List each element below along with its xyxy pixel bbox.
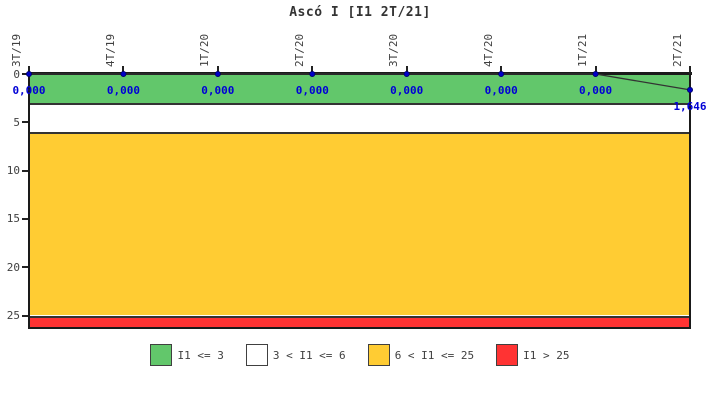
data-point-label: 0,000 [295,84,329,97]
y-tick [22,121,28,124]
plot-area [29,74,690,327]
data-point-label: 0,000 [12,84,46,97]
y-axis-label: 15 [6,212,20,226]
y-axis-label: 25 [6,309,20,322]
x-tick [594,66,597,74]
x-axis-label: 2T/21 [670,33,684,67]
x-axis-top [27,72,692,75]
y-axis-label: 5 [13,115,20,129]
legend: I1 <= 3 3 < I1 <= 6 6 < I1 <= 25 I1 > 25 [0,344,720,366]
x-tick [311,66,314,74]
y-tick [22,314,28,317]
y-tick [22,169,28,172]
y-tick [22,73,28,75]
x-tick [500,66,503,74]
data-point-label: 0,000 [579,84,613,97]
legend-label: 6 < I1 <= 25 [394,348,475,362]
y-axis-label: 0 [13,67,20,81]
legend-label: I1 <= 3 [177,348,224,362]
legend-label: I1 > 25 [523,348,570,362]
x-axis-label: 1T/21 [576,33,590,67]
y-axis-label: 20 [6,260,20,274]
chart-title: Ascó I [I1 2T/21] [289,5,431,20]
x-axis-label: 3T/19 [9,33,23,67]
data-point-label: 0,000 [484,84,518,97]
legend-swatch [496,344,519,366]
data-point-label: 0,000 [201,84,235,97]
legend-item: I1 > 25 [496,344,570,366]
y-axis-label: 10 [6,164,20,178]
y-tick [22,266,28,269]
legend-label: 3 < I1 <= 6 [272,348,346,362]
x-tick [122,66,125,74]
x-tick [689,66,691,74]
legend-item: I1 <= 3 [150,344,224,366]
x-axis-label: 2T/20 [292,33,306,67]
axis-bottom [28,327,691,329]
legend-swatch [150,344,173,366]
legend-swatch [367,344,390,366]
band-3 [29,315,690,327]
x-axis-label: 4T/20 [481,33,495,67]
x-tick [405,66,408,74]
axis-right [689,72,691,329]
data-point-label: 0,000 [106,84,140,97]
x-axis-label: 3T/20 [387,33,401,67]
legend-item: 3 < I1 <= 6 [245,344,346,366]
legend-swatch [245,344,268,366]
band-2 [29,131,690,316]
data-point-label: 1,646 [673,99,707,113]
x-axis-label: 4T/19 [103,33,117,67]
y-axis-left [28,72,30,329]
x-axis-label: 1T/20 [198,33,212,67]
data-point-label: 0,000 [390,84,424,97]
x-tick [28,66,30,74]
y-tick [22,217,28,220]
band-1 [29,102,690,132]
legend-item: 6 < I1 <= 25 [367,344,475,366]
x-tick [216,66,219,74]
